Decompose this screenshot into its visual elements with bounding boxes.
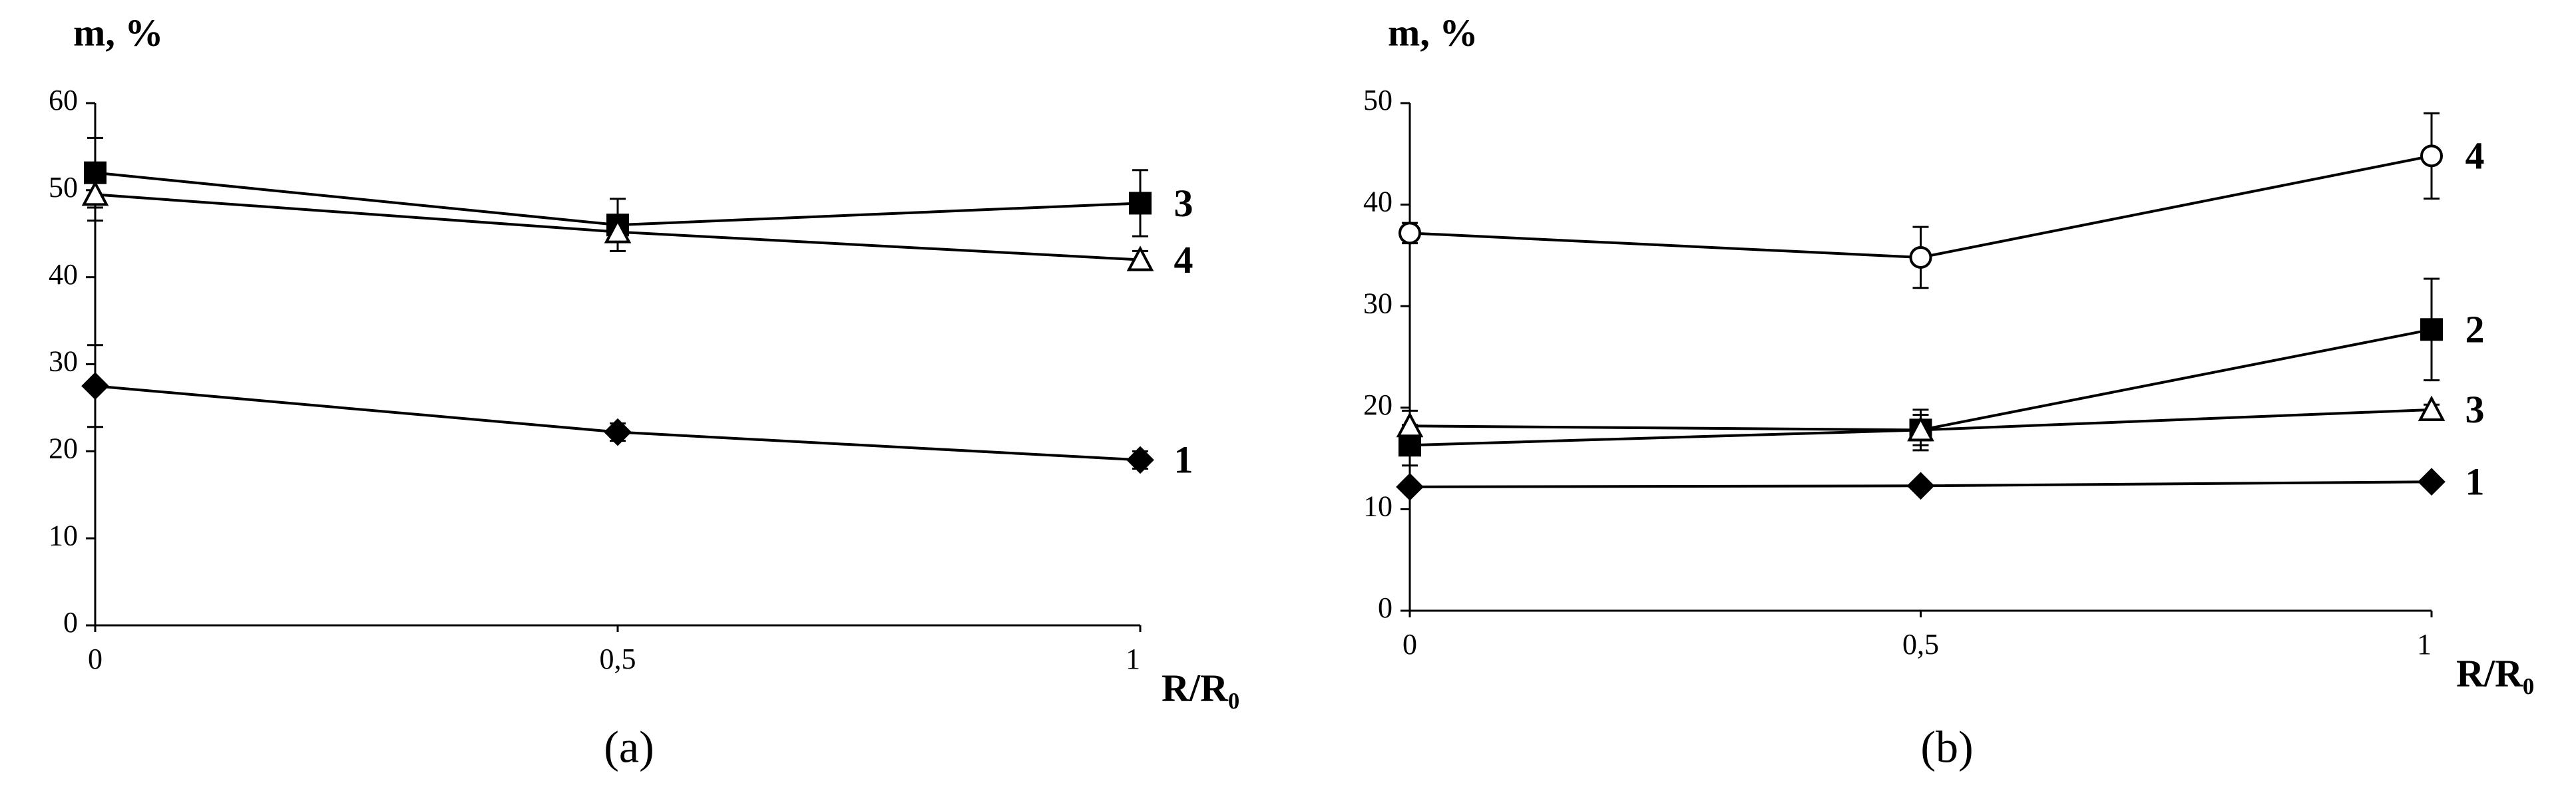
y-tick-label: 50 bbox=[1363, 84, 1393, 116]
y-tick-label: 60 bbox=[49, 84, 78, 116]
series-label: 2 bbox=[2466, 308, 2485, 351]
y-tick-label: 0 bbox=[63, 606, 78, 639]
marker bbox=[2420, 144, 2443, 168]
x-tick-label: 0 bbox=[88, 643, 103, 675]
x-tick-label: 1 bbox=[2417, 628, 2432, 661]
marker bbox=[1126, 245, 1154, 271]
marker bbox=[1398, 222, 1421, 245]
y-tick-label: 40 bbox=[49, 258, 78, 291]
x-axis-title: R/R₀ bbox=[1162, 666, 1239, 709]
marker bbox=[1909, 245, 1932, 269]
marker bbox=[1907, 416, 1934, 442]
y-tick-label: 20 bbox=[1363, 389, 1393, 421]
marker bbox=[81, 180, 109, 206]
marker bbox=[1396, 412, 1424, 438]
caption: (b) bbox=[1920, 722, 1973, 772]
y-tick-label: 10 bbox=[49, 519, 78, 552]
marker bbox=[1129, 192, 1152, 215]
y-tick-label: 40 bbox=[1363, 186, 1393, 218]
marker bbox=[81, 372, 109, 400]
series-label: 4 bbox=[1174, 238, 1193, 281]
marker bbox=[1396, 472, 1424, 501]
y-tick-label: 10 bbox=[1363, 490, 1393, 522]
y-tick-label: 50 bbox=[49, 171, 78, 204]
y-tick-label: 20 bbox=[49, 432, 78, 464]
series-label: 3 bbox=[1174, 182, 1193, 225]
series-label: 1 bbox=[1174, 438, 1193, 482]
marker bbox=[2418, 395, 2446, 421]
x-tick-label: 0,5 bbox=[600, 643, 636, 675]
y-tick-label: 30 bbox=[49, 345, 78, 378]
y-axis-title: m, % bbox=[73, 11, 163, 54]
marker bbox=[604, 218, 632, 243]
x-tick-label: 1 bbox=[1126, 643, 1140, 675]
y-axis-title: m, % bbox=[1388, 11, 1478, 54]
y-tick-label: 30 bbox=[1363, 287, 1393, 319]
series-label: 4 bbox=[2466, 134, 2485, 178]
caption: (a) bbox=[604, 722, 654, 772]
x-tick-label: 0 bbox=[1402, 628, 1417, 661]
y-tick-label: 0 bbox=[1378, 591, 1393, 624]
series-label: 1 bbox=[2466, 460, 2485, 504]
marker bbox=[604, 418, 632, 446]
x-axis-title: R/R₀ bbox=[2456, 651, 2534, 695]
marker bbox=[1906, 472, 1935, 500]
marker bbox=[1126, 446, 1154, 474]
x-tick-label: 0,5 bbox=[1902, 628, 1939, 661]
series-label: 3 bbox=[2466, 388, 2485, 431]
marker bbox=[2418, 468, 2446, 496]
marker bbox=[2420, 318, 2443, 341]
